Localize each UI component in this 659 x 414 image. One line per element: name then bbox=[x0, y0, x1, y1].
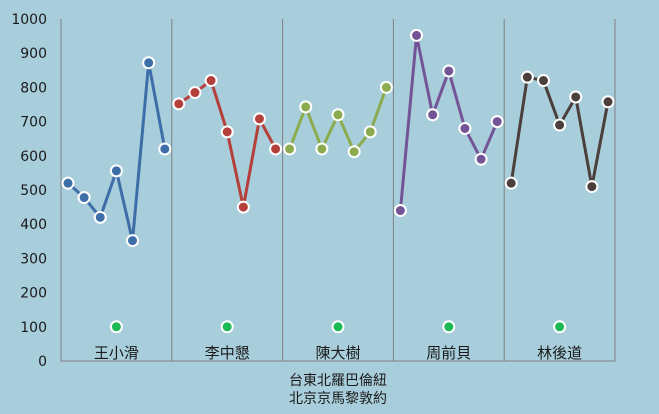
category-label: 王小滑 bbox=[94, 344, 139, 362]
data-point bbox=[474, 152, 488, 166]
data-point bbox=[142, 56, 156, 70]
data-point bbox=[331, 108, 345, 122]
data-point bbox=[520, 70, 534, 84]
data-point bbox=[585, 180, 599, 194]
category-label: 李中懇 bbox=[205, 344, 250, 362]
data-point bbox=[236, 200, 250, 214]
y-tick-label: 600 bbox=[20, 149, 47, 165]
y-tick-label: 900 bbox=[20, 46, 47, 62]
y-tick-label: 0 bbox=[38, 354, 47, 370]
series-4 bbox=[504, 70, 615, 194]
y-tick-label: 200 bbox=[20, 286, 47, 302]
series-3 bbox=[393, 28, 504, 218]
category-marker bbox=[331, 320, 345, 334]
data-point bbox=[458, 121, 472, 135]
data-point bbox=[204, 74, 218, 88]
y-tick-label: 100 bbox=[20, 320, 47, 336]
data-point bbox=[553, 118, 567, 132]
y-tick-label: 1000 bbox=[11, 12, 47, 28]
x-axis-label-line-2: 北京京馬黎敦約 bbox=[289, 391, 387, 407]
category-marker bbox=[553, 320, 567, 334]
category-marker bbox=[442, 320, 456, 334]
category-marker bbox=[109, 320, 123, 334]
data-point bbox=[379, 80, 393, 94]
data-point bbox=[158, 142, 172, 156]
data-point bbox=[77, 191, 91, 205]
data-point bbox=[442, 64, 456, 78]
data-point bbox=[172, 97, 186, 111]
category-labels: 王小滑 李中懇 陳大樹 周前貝 林後道 bbox=[94, 320, 582, 362]
data-point bbox=[269, 142, 283, 156]
series-layer bbox=[61, 28, 615, 248]
category-label: 林後道 bbox=[537, 344, 582, 362]
series-1 bbox=[172, 74, 283, 214]
data-point bbox=[109, 164, 123, 178]
y-tick-label: 300 bbox=[20, 251, 47, 267]
y-tick-label: 800 bbox=[20, 80, 47, 96]
data-point bbox=[252, 112, 266, 126]
data-point bbox=[347, 145, 361, 159]
data-point bbox=[315, 142, 329, 156]
y-tick-label: 700 bbox=[20, 115, 47, 131]
data-point bbox=[126, 234, 140, 248]
y-tick-labels: 0 100 200 300 400 500 600 700 800 900 1000 bbox=[11, 12, 47, 370]
data-point bbox=[426, 108, 440, 122]
category-label: 陳大樹 bbox=[315, 344, 360, 362]
data-point bbox=[410, 28, 424, 42]
data-point bbox=[536, 74, 550, 88]
series-2 bbox=[283, 80, 393, 159]
y-tick-label: 500 bbox=[20, 183, 47, 199]
data-point bbox=[363, 125, 377, 139]
category-label: 周前貝 bbox=[426, 344, 471, 362]
data-point bbox=[188, 86, 202, 100]
data-point bbox=[504, 176, 518, 190]
data-point bbox=[93, 210, 107, 224]
y-tick-label: 400 bbox=[20, 217, 47, 233]
data-point bbox=[283, 142, 297, 156]
data-point bbox=[569, 90, 583, 104]
data-point bbox=[299, 100, 313, 114]
x-axis-label-line-1: 台東北羅巴倫紐 bbox=[289, 373, 387, 389]
data-point bbox=[601, 95, 615, 109]
data-point bbox=[393, 204, 407, 218]
group-separators bbox=[60, 19, 616, 361]
series-0 bbox=[61, 56, 172, 248]
data-point bbox=[490, 115, 504, 129]
data-point bbox=[220, 125, 234, 139]
data-point bbox=[61, 176, 75, 190]
category-marker bbox=[220, 320, 234, 334]
